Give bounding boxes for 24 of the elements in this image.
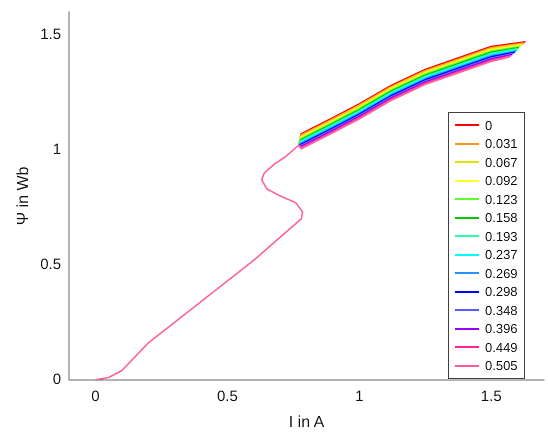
legend-label: 0.298 [485, 284, 518, 300]
x-tick-label: 0 [91, 388, 100, 405]
x-tick-label: 1.5 [480, 388, 502, 405]
legend-label: 0.348 [485, 302, 518, 318]
x-axis-title: I in A [288, 414, 325, 431]
legend-label: 0 [485, 118, 492, 133]
legend-label: 0.031 [485, 136, 518, 152]
legend-label: 0.269 [485, 266, 518, 281]
y-tick-label: 1 [52, 141, 62, 158]
y-tick-label: 1.5 [40, 26, 62, 44]
legend-label: 0.123 [485, 192, 518, 207]
legend-label: 0.067 [485, 154, 518, 170]
legend-label: 0.158 [485, 210, 518, 226]
x-tick-label: 1 [355, 388, 364, 405]
y-tick-label: 0.5 [40, 256, 62, 274]
y-axis-title: Ψ in Wb [15, 166, 32, 226]
x-tick-label: 0.5 [216, 388, 238, 405]
y-tick-label: 0 [52, 370, 62, 388]
legend-label: 0.449 [485, 340, 518, 355]
legend-label: 0.237 [485, 247, 518, 262]
legend-label: 0.505 [485, 358, 518, 374]
legend-label: 0.193 [485, 228, 518, 244]
legend-label: 0.092 [485, 173, 518, 188]
legend-label: 0.396 [485, 321, 518, 336]
